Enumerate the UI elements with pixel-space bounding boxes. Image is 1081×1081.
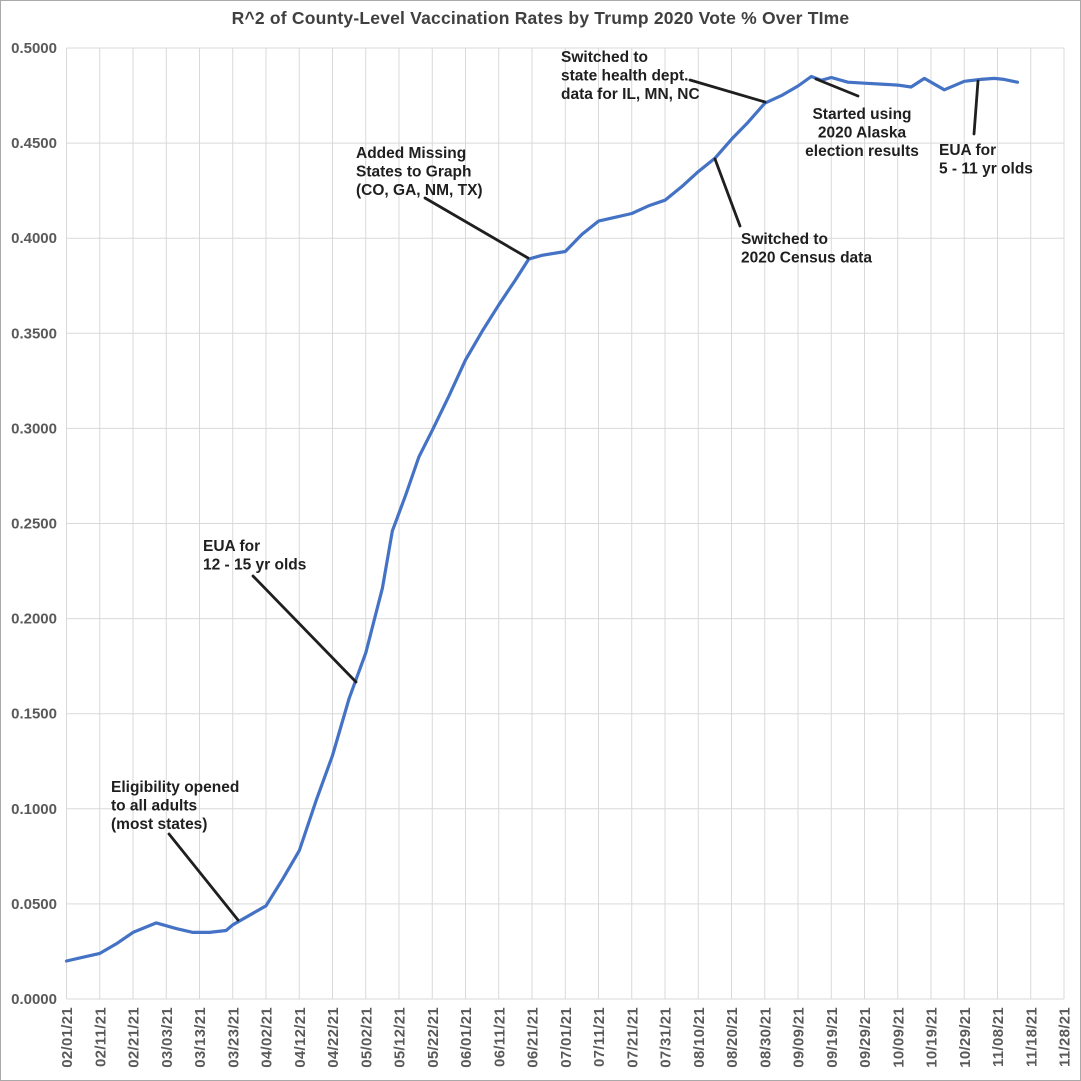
x-tick-label: 05/22/21: [425, 1007, 442, 1068]
y-tick-label: 0.4000: [11, 230, 57, 247]
annotation-label: 2020 Alaska: [818, 125, 907, 142]
y-tick-label: 0.2000: [11, 611, 57, 628]
x-tick-label: 04/12/21: [292, 1007, 309, 1068]
x-tick-label: 06/11/21: [491, 1007, 508, 1067]
x-tick-label: 11/28/21: [1057, 1007, 1074, 1067]
y-tick-label: 0.0000: [11, 991, 57, 1008]
annotation-label: Switched to: [741, 231, 828, 248]
x-tick-label: 10/19/21: [924, 1007, 941, 1068]
x-tick-label: 11/18/21: [1023, 1007, 1040, 1067]
annotation-label: to all adults: [111, 798, 197, 815]
x-tick-label: 07/11/21: [591, 1007, 608, 1067]
y-tick-label: 0.3500: [11, 325, 57, 342]
y-tick-label: 0.0500: [11, 896, 57, 913]
annotation-leader-line: [814, 77, 860, 98]
annotation-leader-line: [713, 157, 742, 228]
x-tick-label: 08/10/21: [691, 1007, 708, 1068]
x-tick-label: 10/29/21: [957, 1007, 974, 1068]
annotation-label: election results: [805, 143, 919, 160]
x-tick-label: 09/19/21: [824, 1007, 841, 1068]
x-tick-label: 06/21/21: [525, 1007, 542, 1068]
annotation-label: (CO, GA, NM, TX): [356, 182, 483, 199]
x-tick-label: 05/12/21: [392, 1007, 409, 1068]
annotation-label: (most states): [111, 816, 207, 833]
x-tick-label: 11/08/21: [990, 1007, 1007, 1067]
chart-title: R^2 of County-Level Vaccination Rates by…: [231, 8, 850, 28]
annotation-state-health-dept: Switched to state health dept.data for IL…: [561, 49, 767, 104]
annotation-leader-line: [423, 196, 530, 260]
annotation-label: Added Missing: [356, 145, 466, 162]
annotation-leader-line: [972, 79, 980, 136]
annotation-eligibility-opened: Eligibility opened to all adults(most sta…: [111, 779, 240, 922]
x-tick-label: 05/02/21: [358, 1007, 375, 1068]
y-tick-label: 0.5000: [11, 40, 57, 57]
x-tick-label: 07/21/21: [624, 1007, 641, 1068]
annotation-label: EUA for: [939, 142, 996, 159]
y-tick-label: 0.4500: [11, 135, 57, 152]
x-tick-label: 02/01/21: [59, 1007, 76, 1068]
x-tick-label: 06/01/21: [458, 1007, 475, 1068]
x-tick-label: 03/23/21: [225, 1007, 242, 1068]
x-tick-label: 09/09/21: [791, 1007, 808, 1068]
annotation-census-2020: Switched to 2020 Census data: [713, 157, 872, 267]
annotation-leader-line: [688, 78, 767, 104]
x-tick-label: 10/09/21: [890, 1007, 907, 1068]
x-tick-label: 02/21/21: [126, 1007, 143, 1068]
x-tick-label: 02/11/21: [92, 1007, 109, 1067]
x-tick-label: 08/30/21: [757, 1007, 774, 1068]
series-line: [64, 74, 1020, 963]
y-tick-label: 0.1000: [11, 801, 57, 818]
annotation-label: Eligibility opened: [111, 779, 239, 796]
annotation-eua-5-11: EUA for 5 - 11 yr olds: [939, 79, 1033, 178]
x-tick-label: 04/22/21: [325, 1007, 342, 1068]
x-tick-label: 03/03/21: [159, 1007, 176, 1068]
annotation-label: Switched to: [561, 49, 648, 66]
x-tick-label: 09/29/21: [857, 1007, 874, 1068]
annotation-label: 5 - 11 yr olds: [939, 161, 1033, 178]
annotation-leader-line: [251, 574, 358, 684]
annotation-label: state health dept.: [561, 68, 688, 85]
y-tick-label: 0.3000: [11, 420, 57, 437]
annotation-label: EUA for: [203, 538, 260, 555]
annotation-label: States to Graph: [356, 164, 471, 181]
annotation-eua-12-15: EUA for 12 - 15 yr olds: [203, 538, 358, 684]
annotation-label: 12 - 15 yr olds: [203, 557, 306, 574]
annotation-label: data for IL, MN, NC: [561, 86, 700, 103]
x-tick-label: 03/13/21: [192, 1007, 209, 1068]
annotation-leader-line: [167, 832, 240, 922]
annotation-added-missing-states: Added Missing States to Graph(CO, GA, NM,…: [356, 145, 530, 260]
x-tick-label: 07/01/21: [558, 1007, 575, 1068]
x-tick-label: 08/20/21: [724, 1007, 741, 1068]
x-tick-label: 07/31/21: [658, 1007, 675, 1068]
x-tick-label: 04/02/21: [259, 1007, 276, 1068]
annotation-label: Started using: [812, 106, 911, 123]
y-tick-label: 0.2500: [11, 516, 57, 533]
annotation-label: 2020 Census data: [741, 250, 872, 267]
y-tick-label: 0.1500: [11, 706, 57, 723]
